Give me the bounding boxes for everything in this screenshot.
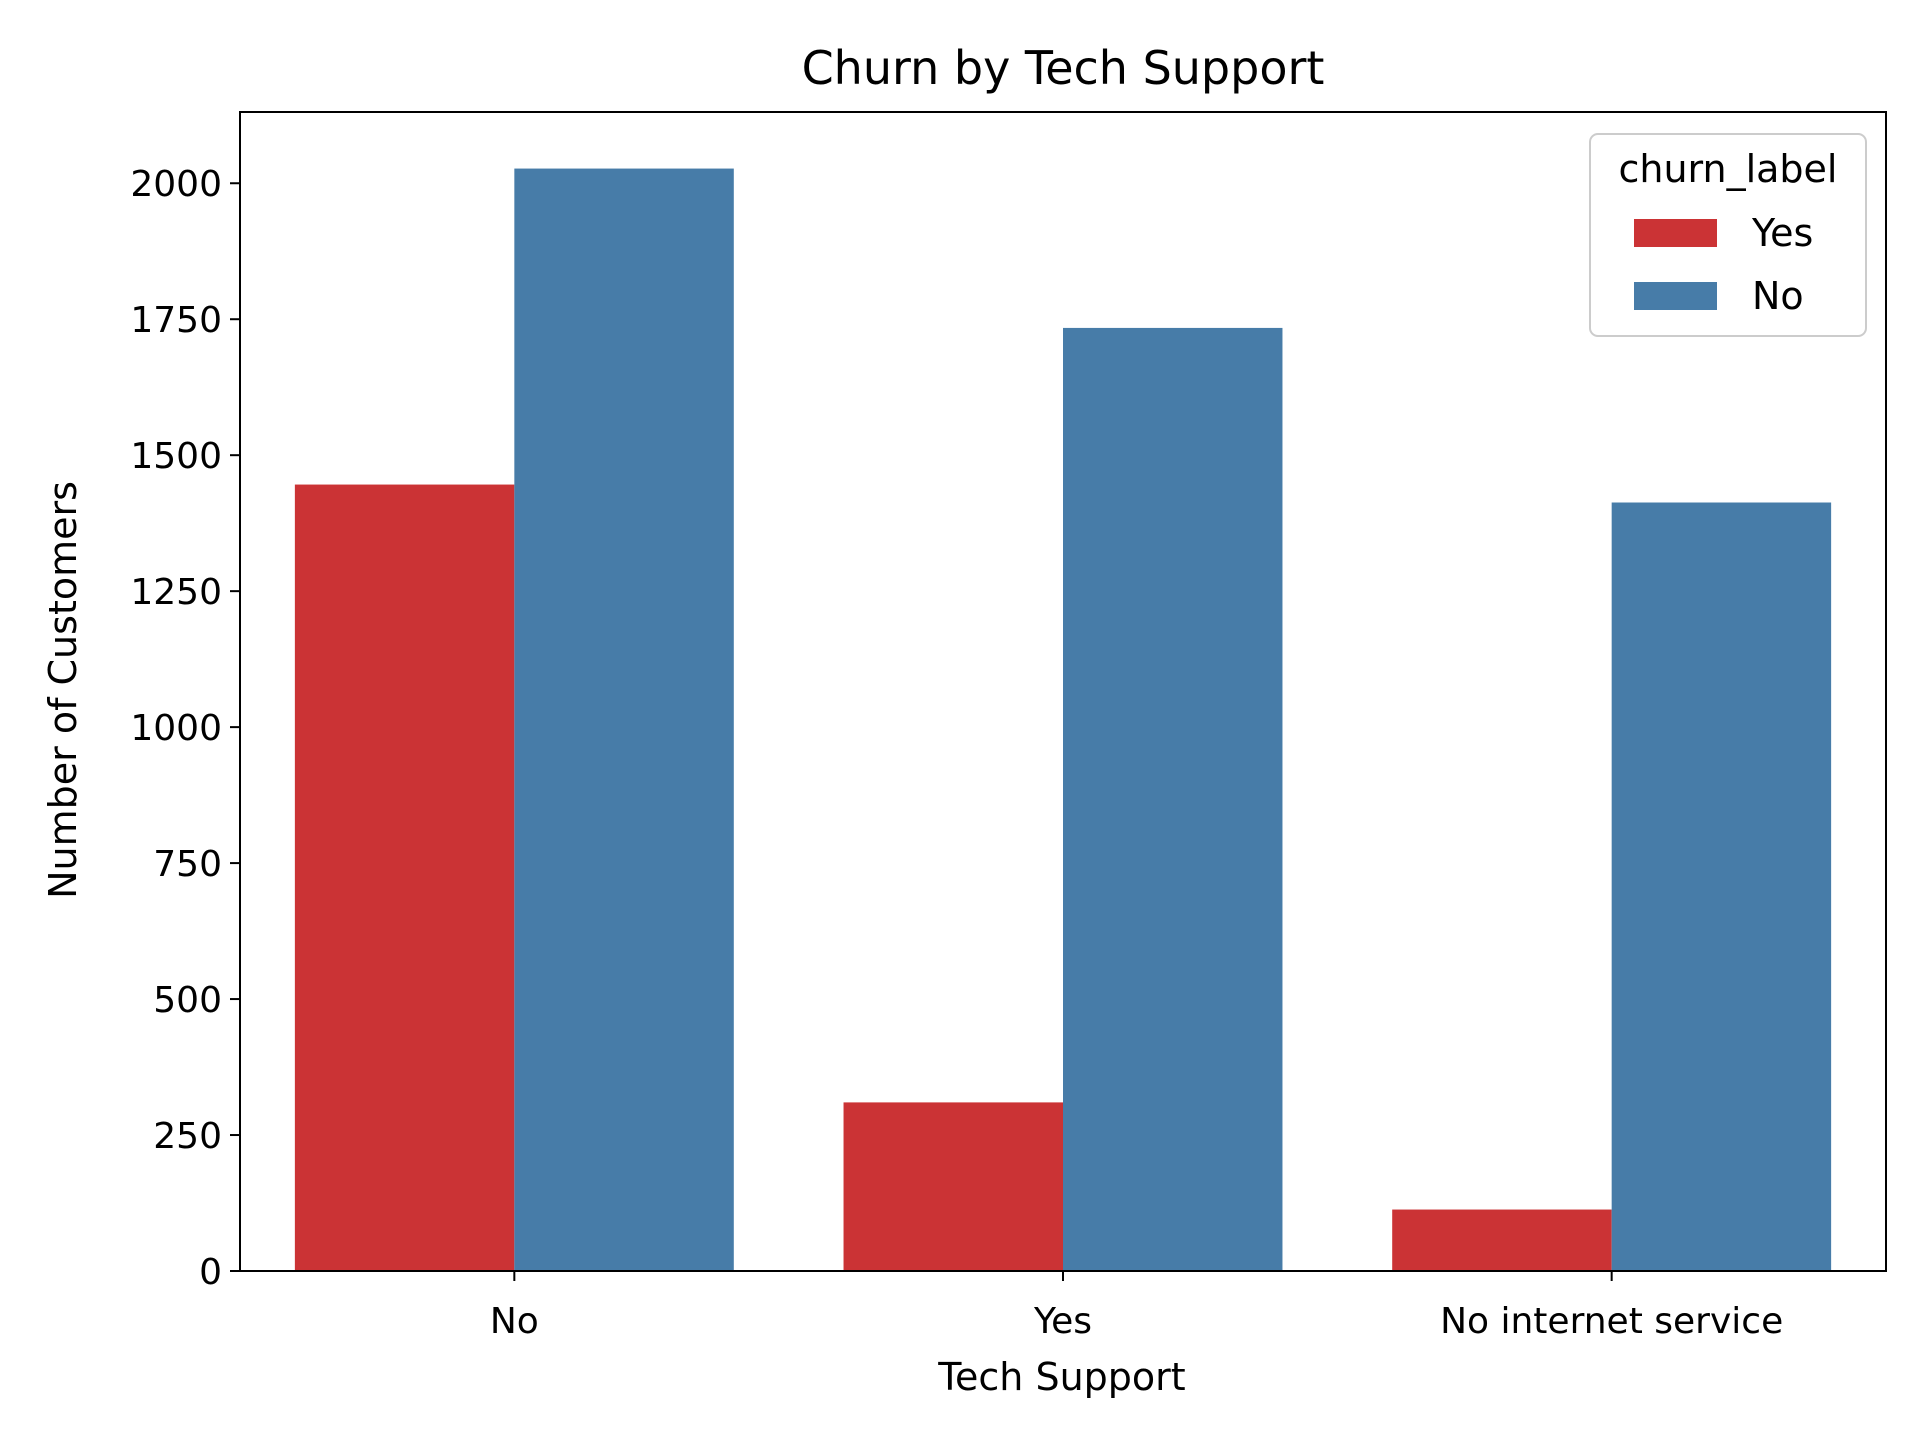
bar-yes-no xyxy=(1063,327,1283,1271)
x-tick-label-yes: Yes xyxy=(1033,1301,1092,1342)
y-tick-label: 750 xyxy=(153,844,222,885)
legend-title: churn_label xyxy=(1618,147,1837,191)
y-tick-label: 2000 xyxy=(130,164,222,205)
x-axis-label: Tech Support xyxy=(937,1355,1185,1399)
y-tick-label: 1500 xyxy=(130,436,222,477)
y-tick-label: 500 xyxy=(153,980,222,1021)
bar-yes-yes xyxy=(843,1102,1063,1271)
legend-label-no: No xyxy=(1752,274,1804,318)
y-tick-label: 250 xyxy=(153,1116,222,1157)
legend-swatch-yes xyxy=(1634,219,1717,247)
y-tick-label: 1750 xyxy=(130,300,222,341)
x-tick-label-no: No xyxy=(490,1301,539,1342)
x-tick-label-no-internet-service: No internet service xyxy=(1440,1301,1783,1342)
legend-swatch-no xyxy=(1634,282,1717,310)
axes-layer: 0 250 500 750 1000 1250 1500 1750 2000 No Yes No in… xyxy=(130,111,1887,1342)
bar-no-no xyxy=(514,168,734,1271)
y-tick-label: 1000 xyxy=(130,708,222,749)
bar-no-yes xyxy=(294,484,515,1271)
y-tick-label: 0 xyxy=(199,1252,222,1293)
bar-no-internet-service-no xyxy=(1611,502,1832,1271)
legend-label-yes: Yes xyxy=(1751,211,1813,255)
y-tick-label: 1250 xyxy=(130,572,222,613)
legend: churn_label Yes No xyxy=(1589,133,1867,337)
bar-no-internet-service-yes xyxy=(1392,1209,1612,1271)
bars-layer xyxy=(294,168,1832,1271)
y-axis-label: Number of Customers xyxy=(41,481,85,899)
chart-title: Churn by Tech Support xyxy=(802,41,1325,95)
